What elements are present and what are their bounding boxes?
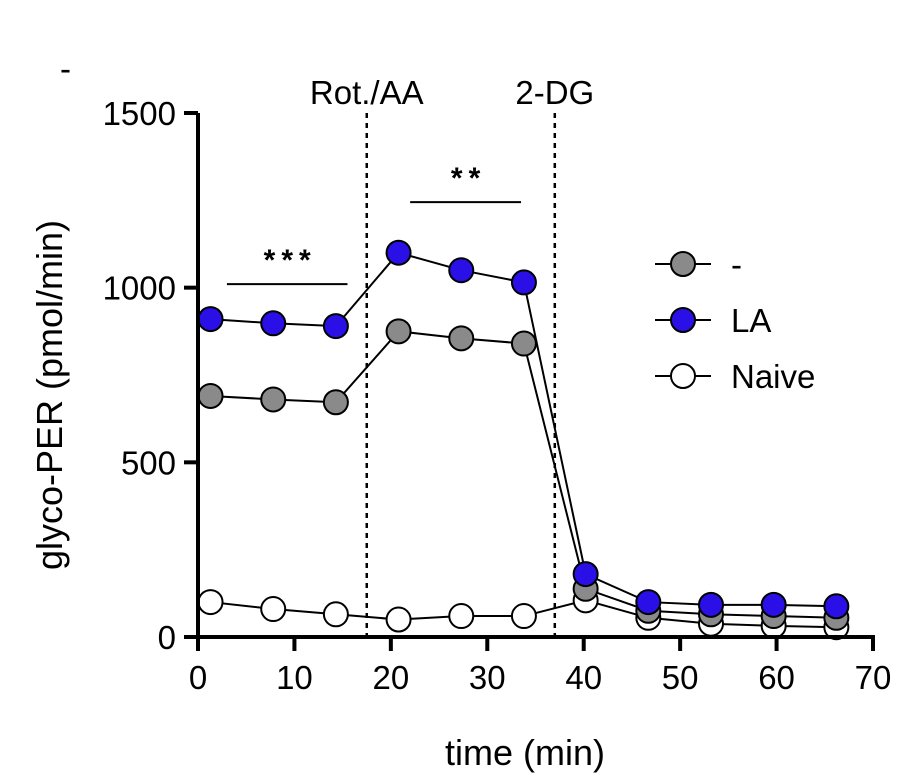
axes: 0 500 1000 1500 0 10 20 30 40 50 60 70 — [103, 95, 892, 696]
x-tick-label: 40 — [565, 659, 602, 696]
y-axis-title: glyco-PER (pmol/min) — [29, 220, 70, 570]
data-point — [448, 325, 475, 352]
x-axis-title: time (min) — [445, 732, 605, 773]
data-point — [322, 389, 349, 416]
data-point — [385, 239, 412, 266]
x-tick-label: 30 — [469, 659, 506, 696]
legend-label: LA — [731, 302, 771, 339]
legend-marker — [670, 251, 696, 277]
data-point — [572, 561, 599, 588]
x-tick-label: 50 — [662, 659, 699, 696]
data-point — [635, 589, 662, 616]
significance-label: *** — [264, 244, 317, 277]
data-point — [385, 606, 412, 633]
significance-label: ** — [451, 162, 486, 195]
significance-markers: ***** — [226, 162, 522, 286]
data-point — [322, 601, 349, 628]
data-point — [197, 382, 224, 409]
data-point — [385, 318, 412, 345]
treatment-label: 2-DG — [515, 74, 594, 111]
data-point — [322, 313, 349, 340]
y-tick-label: 500 — [121, 444, 176, 481]
y-tick-label: 1500 — [103, 95, 176, 132]
data-point — [197, 589, 224, 616]
treatment-label: Rot./AA — [310, 74, 424, 111]
x-tick-label: 20 — [372, 659, 409, 696]
data-point — [197, 306, 224, 333]
y-tick-label: 0 — [158, 619, 176, 656]
legend-label: - — [731, 246, 742, 283]
x-tick-label: 70 — [855, 659, 892, 696]
data-point — [260, 596, 287, 623]
data-point — [510, 603, 537, 630]
x-tick-label: 60 — [758, 659, 795, 696]
data-point — [510, 269, 537, 296]
treatment-lines: Rot./AA 2-DG — [310, 74, 594, 637]
legend-label: Naive — [731, 358, 815, 395]
data-point — [448, 257, 475, 284]
data-point — [823, 593, 850, 620]
legend-marker — [670, 363, 696, 389]
y-tick-label: 1000 — [103, 270, 176, 307]
corner-mark: - — [60, 50, 71, 87]
data-point — [760, 591, 787, 618]
legend: - LA Naive — [655, 246, 815, 395]
legend-marker — [670, 307, 696, 333]
x-tick-label: 0 — [189, 659, 207, 696]
x-tick-label: 10 — [276, 659, 313, 696]
data-point — [260, 310, 287, 337]
data-point — [448, 603, 475, 630]
data-point — [260, 386, 287, 413]
data-point — [698, 591, 724, 618]
data-series — [197, 239, 850, 641]
data-point — [510, 330, 537, 357]
